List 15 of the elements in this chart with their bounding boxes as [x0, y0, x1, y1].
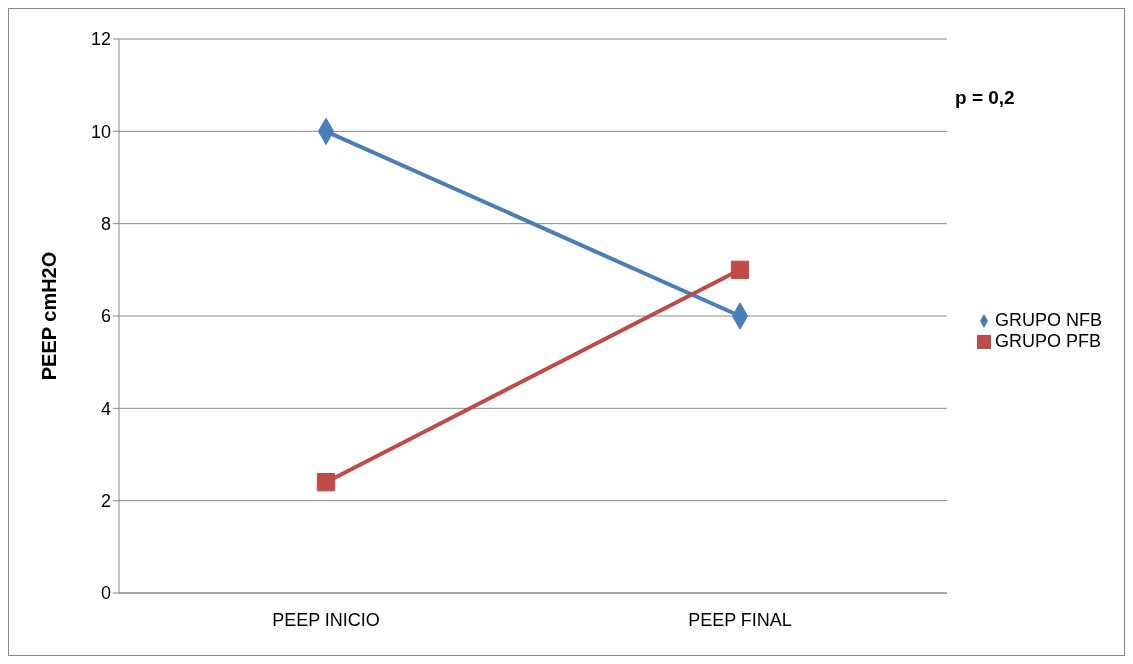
y-tick-label: 4 — [100, 398, 111, 419]
point — [316, 473, 336, 492]
y-tick-label: 6 — [100, 306, 111, 327]
legend-label: GRUPO PFB — [994, 331, 1101, 351]
y-tick-label: 0 — [100, 583, 111, 604]
y-tick-label: 8 — [100, 214, 111, 235]
legend-label: GRUPO NFB — [994, 310, 1102, 330]
text: p = 0,2 — [955, 87, 1015, 109]
x-tick-label: PEEP INICIO — [272, 609, 380, 630]
y-tick-label: 10 — [90, 121, 111, 142]
y-axis-title: PEEP cmH2O — [38, 251, 61, 381]
x-tick-label: PEEP FINAL — [688, 609, 792, 630]
point — [730, 260, 750, 279]
y-tick-label: 12 — [90, 29, 111, 50]
y-tick-label: 2 — [100, 491, 111, 512]
